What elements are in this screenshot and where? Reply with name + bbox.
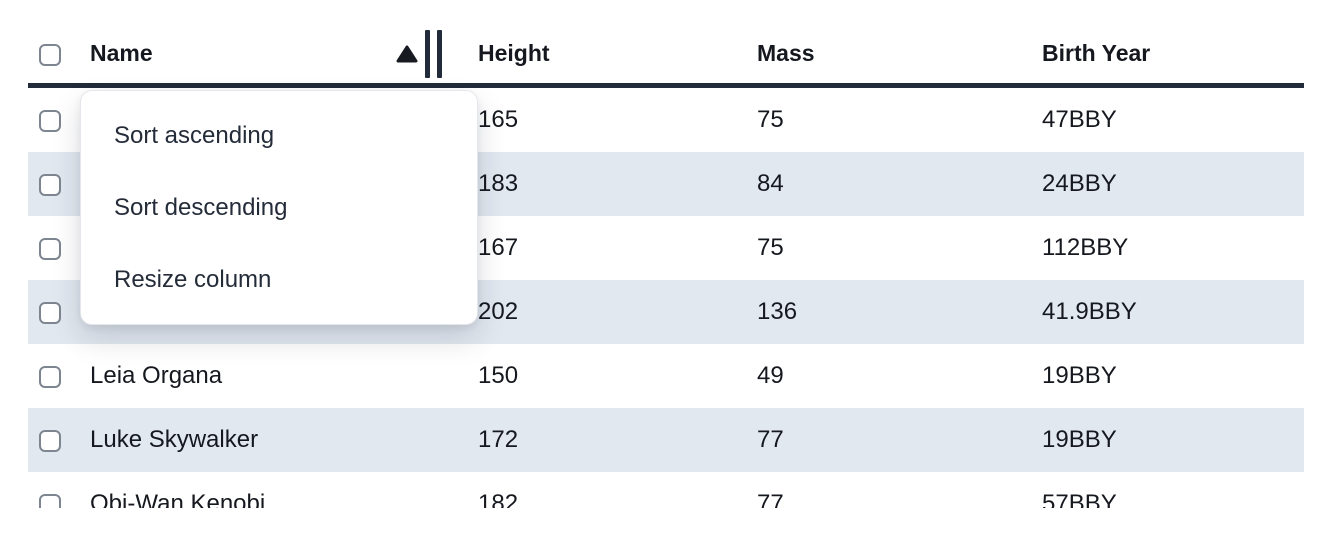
row-checkbox[interactable] bbox=[39, 173, 61, 196]
cell-birth-year: 19BBY bbox=[1042, 362, 1117, 389]
menu-item-sort-ascending[interactable]: Sort ascending bbox=[114, 122, 275, 149]
menu-item-resize-column[interactable]: Resize column bbox=[114, 266, 272, 293]
cell-birth-year: 47BBY bbox=[1042, 106, 1117, 133]
cell-height: 167 bbox=[478, 234, 519, 261]
row-checkbox[interactable] bbox=[39, 365, 61, 388]
sort-ascending-triangle-icon bbox=[396, 45, 418, 62]
column-header-birth-year[interactable]: Birth Year bbox=[1042, 40, 1151, 66]
cell-height: 183 bbox=[478, 170, 519, 197]
header-checkbox-cell bbox=[28, 40, 90, 67]
row-checkbox[interactable] bbox=[39, 493, 61, 508]
cell-birth-year: 112BBY bbox=[1042, 234, 1129, 261]
column-header-name-label: Name bbox=[90, 40, 153, 66]
column-header-height[interactable]: Height bbox=[478, 40, 550, 66]
cell-name: Luke Skywalker bbox=[90, 426, 259, 453]
table-row[interactable]: Leia Organa 150 49 19BBY bbox=[28, 344, 1304, 408]
table-row[interactable]: Obi-Wan Kenobi 182 77 57BBY bbox=[28, 472, 1304, 508]
cell-birth-year: 57BBY bbox=[1042, 490, 1117, 508]
cell-mass: 49 bbox=[757, 362, 784, 389]
column-header-name[interactable]: Name bbox=[90, 24, 478, 83]
cell-height: 202 bbox=[478, 298, 519, 325]
cell-height: 150 bbox=[478, 362, 519, 389]
table-row[interactable]: 167 75 112BBY bbox=[28, 216, 1304, 280]
menu-item-sort-descending[interactable]: Sort descending bbox=[114, 194, 288, 221]
cell-birth-year: 41.9BBY bbox=[1042, 298, 1137, 325]
row-checkbox[interactable] bbox=[39, 109, 61, 132]
cell-mass: 77 bbox=[757, 426, 784, 453]
cell-name: Leia Organa bbox=[90, 362, 223, 389]
row-checkbox[interactable] bbox=[39, 429, 61, 452]
column-resize-handle[interactable] bbox=[425, 29, 442, 78]
row-checkbox[interactable] bbox=[39, 237, 61, 260]
cell-mass: 84 bbox=[757, 170, 784, 197]
cell-mass: 136 bbox=[757, 298, 798, 325]
sort-and-resize-group bbox=[396, 29, 442, 78]
table-row[interactable]: 165 75 47BBY bbox=[28, 88, 1304, 152]
cell-height: 165 bbox=[478, 106, 519, 133]
cell-height: 172 bbox=[478, 426, 519, 453]
cell-mass: 77 bbox=[757, 490, 784, 508]
cell-birth-year: 19BBY bbox=[1042, 426, 1117, 453]
column-header-mass[interactable]: Mass bbox=[757, 40, 815, 66]
table-row[interactable]: Luke Skywalker 172 77 19BBY bbox=[28, 408, 1304, 472]
cell-height: 182 bbox=[478, 490, 519, 508]
row-checkbox[interactable] bbox=[39, 301, 61, 324]
cell-mass: 75 bbox=[757, 106, 784, 133]
select-all-checkbox[interactable] bbox=[39, 43, 61, 66]
cell-name: Obi-Wan Kenobi bbox=[90, 490, 266, 508]
cell-birth-year: 24BBY bbox=[1042, 170, 1117, 197]
column-context-menu: Sort ascending Sort descending Resize co… bbox=[80, 90, 478, 325]
cell-mass: 75 bbox=[757, 234, 784, 261]
table-header-row: Name Height Mass Birth Year bbox=[28, 24, 1304, 88]
